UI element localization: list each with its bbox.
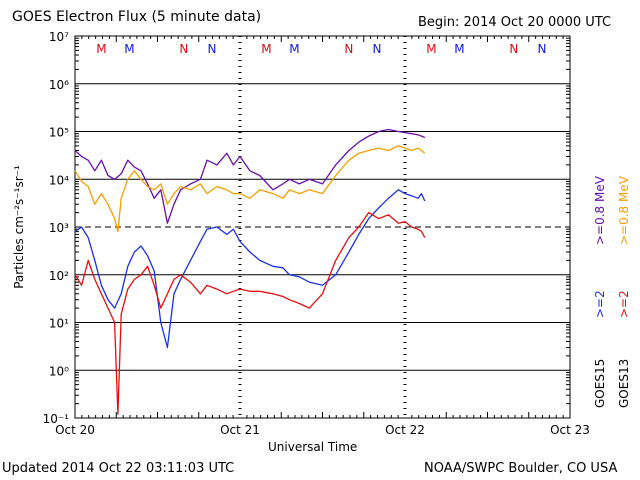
credit-label: NOAA/SWPC Boulder, CO USA	[424, 461, 618, 476]
y-tick-label: 10²	[49, 269, 69, 283]
data-series-line	[74, 189, 426, 349]
y-tick-label: 10¹	[49, 317, 69, 331]
x-tick-label: Oct 23	[550, 423, 590, 437]
data-series-line	[74, 211, 426, 415]
x-tick-label: Oct 21	[220, 423, 260, 437]
y-tick-label: 10⁵	[49, 126, 69, 140]
local-time-marker: N	[509, 42, 518, 56]
y-axis-title: Particles cm⁻²s⁻¹sr⁻¹	[12, 165, 26, 289]
y-tick-label: 10⁶	[49, 78, 69, 92]
local-time-marker: M	[124, 42, 134, 56]
y-tick-label: 10⁷	[49, 30, 69, 44]
local-time-marker: M	[289, 42, 299, 56]
legend-entry: >=2	[617, 290, 631, 318]
local-time-marker: N	[179, 42, 188, 56]
legend-entry: >=0.8 MeV	[617, 175, 631, 245]
local-time-marker: N	[372, 42, 381, 56]
legend-entry: >=2	[593, 290, 607, 318]
local-time-marker: N	[207, 42, 216, 56]
chart-title: GOES Electron Flux (5 minute data)	[12, 9, 262, 25]
begin-time-label: Begin: 2014 Oct 20 0000 UTC	[418, 15, 612, 30]
legend-satellite-label: GOES15	[593, 359, 607, 408]
y-tick-label: 10³	[49, 221, 69, 235]
local-time-marker: N	[344, 42, 353, 56]
local-time-marker: N	[537, 42, 546, 56]
local-time-marker: M	[454, 42, 464, 56]
y-tick-label: 10⁻¹	[43, 412, 70, 426]
legend-entry: >=0.8 MeV	[593, 175, 607, 245]
data-series-line	[74, 145, 426, 233]
local-time-marker: M	[426, 42, 436, 56]
local-time-marker: M	[96, 42, 106, 56]
x-axis-title: Universal Time	[268, 440, 358, 454]
local-time-marker: M	[261, 42, 271, 56]
y-tick-label: 10⁴	[49, 173, 69, 187]
x-tick-label: Oct 20	[55, 423, 95, 437]
data-series-line	[74, 128, 426, 224]
y-tick-label: 10⁰	[49, 364, 69, 378]
updated-timestamp: Updated 2014 Oct 22 03:11:03 UTC	[2, 461, 235, 476]
x-tick-label: Oct 22	[385, 423, 425, 437]
legend-satellite-label: GOES13	[617, 359, 631, 408]
